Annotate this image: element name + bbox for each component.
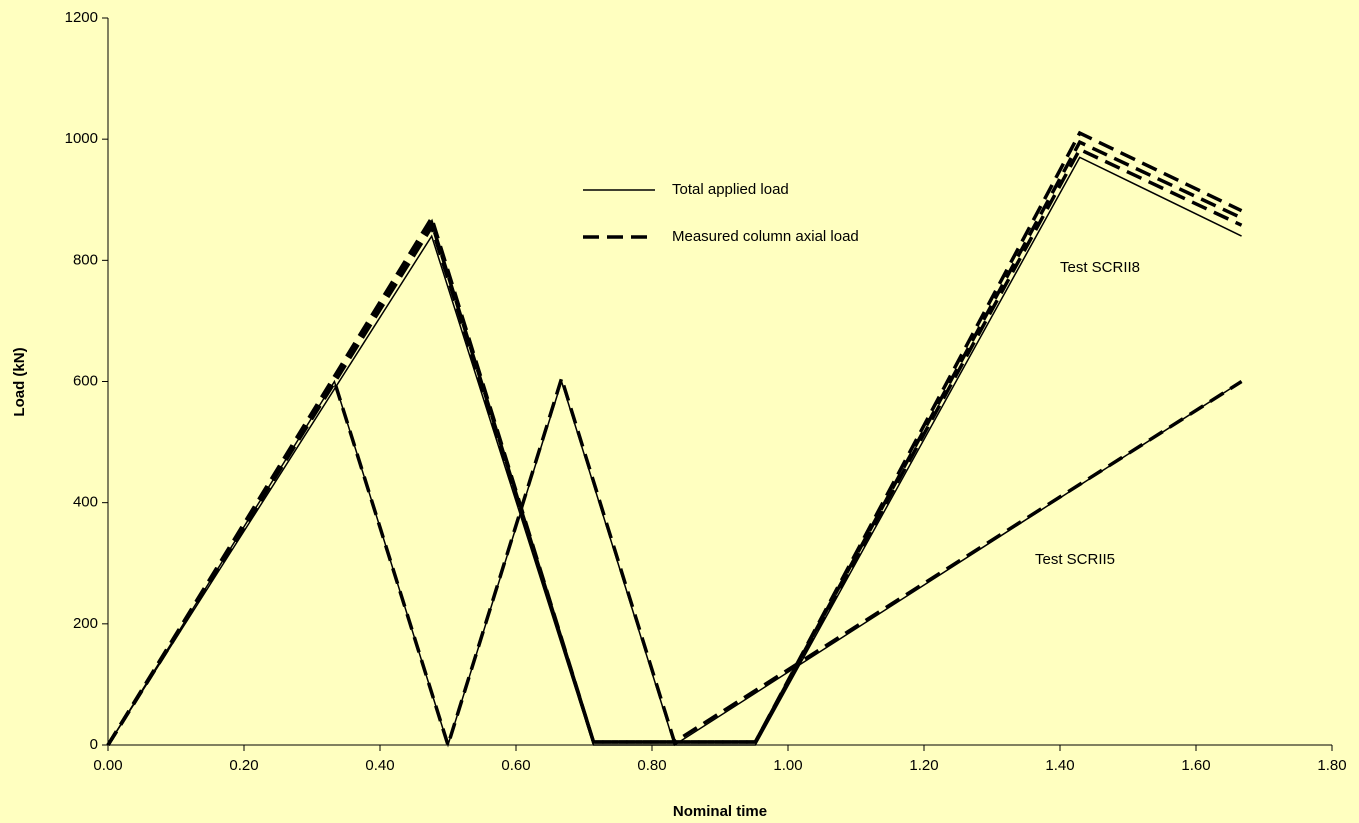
annotation: Test SCRII5: [1035, 551, 1115, 568]
x-tick-label: 0.40: [365, 757, 394, 774]
x-tick-label: 1.20: [909, 757, 938, 774]
y-tick-label: 1200: [65, 9, 98, 26]
y-tick-label: 400: [73, 494, 98, 511]
y-tick-label: 0: [90, 736, 98, 753]
annotation: Test SCRII8: [1060, 259, 1140, 276]
y-tick-label: 1000: [65, 130, 98, 147]
series-line: [107, 156, 1242, 746]
x-tick-label: 1.00: [773, 757, 802, 774]
x-tick-label: 0.80: [637, 757, 666, 774]
x-axis-title: Nominal time: [673, 803, 767, 820]
legend-label: Total applied load: [672, 181, 789, 198]
x-tick-label: 1.60: [1181, 757, 1210, 774]
x-tick-label: 1.80: [1317, 757, 1346, 774]
x-tick-label: 1.40: [1045, 757, 1074, 774]
x-tick-label: 0.60: [501, 757, 530, 774]
x-tick-label: 0.20: [229, 757, 258, 774]
series-line: [106, 372, 1243, 751]
series-line: [106, 130, 1243, 746]
x-tick-label: 0.00: [93, 757, 122, 774]
y-tick-label: 800: [73, 251, 98, 268]
y-axis-title: Load (kN): [11, 347, 28, 416]
y-tick-label: 200: [73, 615, 98, 632]
legend-label: Measured column axial load: [672, 228, 859, 245]
y-tick-label: 600: [73, 372, 98, 389]
